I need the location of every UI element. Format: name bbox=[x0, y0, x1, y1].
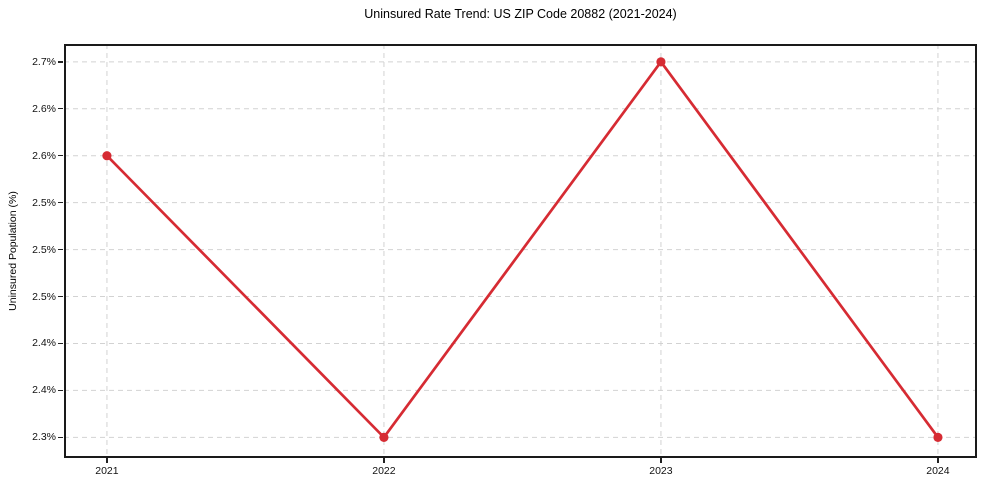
data-point-marker bbox=[102, 151, 112, 161]
plot-area bbox=[64, 44, 977, 458]
data-point-marker bbox=[656, 57, 666, 67]
data-point-marker bbox=[933, 432, 943, 442]
y-tick-label: 2.6% bbox=[32, 102, 56, 115]
x-tick-mark bbox=[383, 458, 385, 463]
y-tick-label: 2.3% bbox=[32, 431, 56, 444]
plot-border bbox=[64, 44, 977, 458]
y-tick-mark bbox=[58, 155, 63, 157]
y-tick-mark bbox=[58, 201, 63, 204]
x-tick-mark bbox=[937, 458, 939, 463]
x-tick-mark bbox=[106, 458, 108, 463]
x-tick-label: 2024 bbox=[926, 465, 950, 477]
data-point-marker bbox=[379, 432, 389, 442]
y-tick-mark bbox=[58, 108, 63, 110]
y-tick-mark bbox=[58, 436, 63, 439]
y-tick-mark bbox=[58, 61, 63, 63]
y-tick-label: 2.6% bbox=[32, 149, 56, 162]
data-line bbox=[105, 60, 940, 439]
y-tick-mark bbox=[58, 342, 63, 345]
y-tick-mark bbox=[58, 295, 63, 298]
x-tick-label: 2023 bbox=[649, 465, 673, 477]
y-tick-mark bbox=[58, 389, 63, 392]
y-tick-label: 2.5% bbox=[32, 290, 56, 303]
y-tick-label: 2.4% bbox=[32, 337, 56, 350]
y-tick-label: 2.4% bbox=[32, 384, 56, 397]
y-tick-label: 2.5% bbox=[32, 243, 56, 256]
line-chart-svg bbox=[64, 44, 977, 458]
y-tick-label: 2.7% bbox=[32, 55, 56, 68]
x-tick-mark bbox=[660, 458, 662, 463]
x-tick-label: 2022 bbox=[372, 465, 396, 477]
x-tick-label: 2021 bbox=[95, 465, 119, 477]
chart-title: Uninsured Rate Trend: US ZIP Code 20882 … bbox=[364, 7, 677, 21]
y-tick-label: 2.5% bbox=[32, 196, 56, 209]
y-tick-mark bbox=[58, 248, 63, 251]
